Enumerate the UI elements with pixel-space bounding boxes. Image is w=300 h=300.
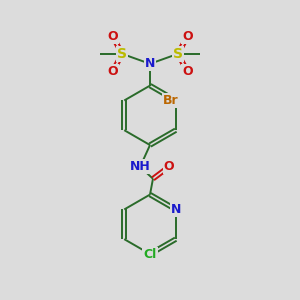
Text: O: O — [182, 65, 193, 78]
Text: Cl: Cl — [143, 248, 157, 260]
Text: O: O — [164, 160, 174, 173]
Text: N: N — [145, 57, 155, 70]
Text: O: O — [182, 30, 193, 43]
Text: O: O — [107, 30, 118, 43]
Text: Br: Br — [163, 94, 178, 107]
Text: NH: NH — [130, 160, 151, 173]
Text: S: S — [117, 47, 127, 61]
Text: S: S — [173, 47, 183, 61]
Text: O: O — [107, 65, 118, 78]
Text: N: N — [171, 203, 181, 216]
